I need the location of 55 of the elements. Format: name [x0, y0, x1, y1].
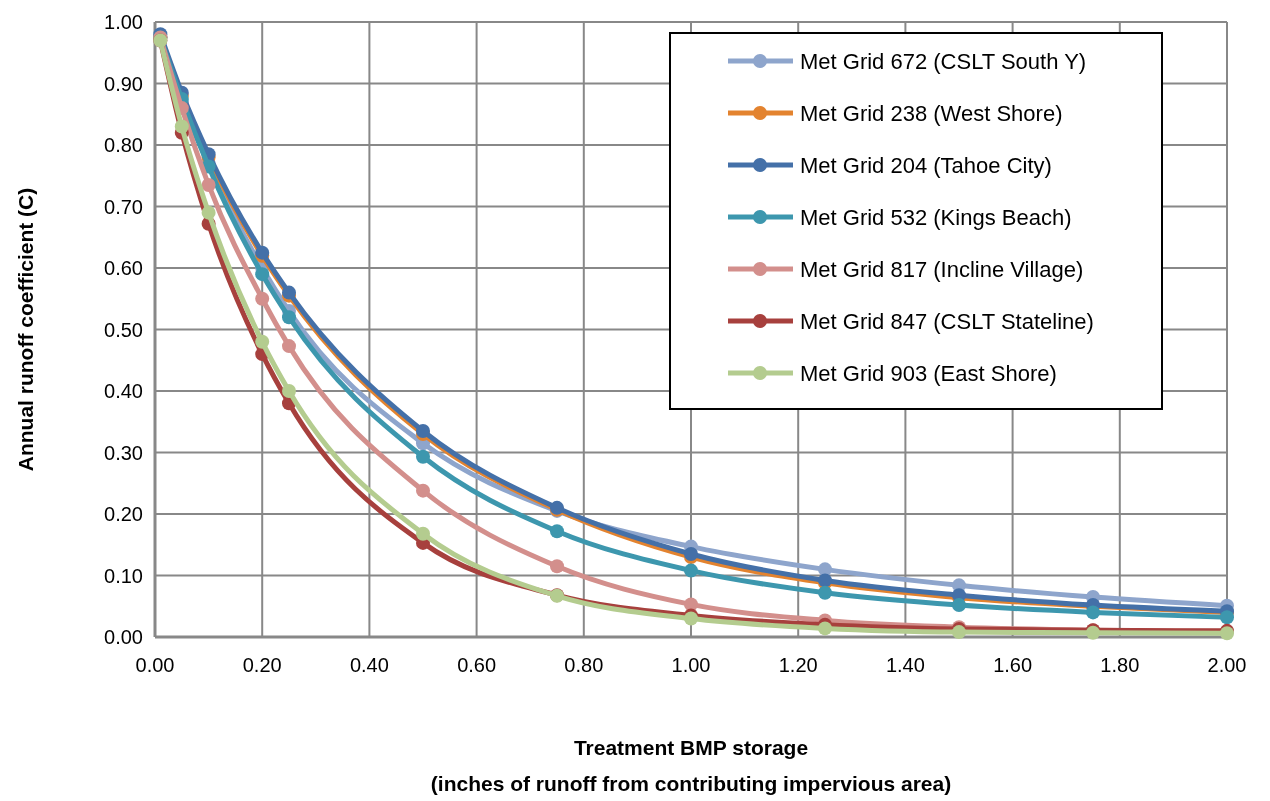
point — [684, 597, 698, 612]
y-tick-label: 0.90 — [104, 72, 143, 95]
y-axis-title: Annual runoff coefficient (C) — [14, 187, 37, 472]
x-tick-label: 0.80 — [564, 654, 604, 676]
point — [201, 177, 216, 192]
y-tick-label: 0.10 — [104, 564, 143, 587]
y-tick-label: 0.50 — [104, 318, 143, 341]
y-tick-label: 0.20 — [104, 503, 143, 525]
y-tick-label: 0.60 — [104, 257, 143, 279]
point — [952, 598, 966, 613]
point — [550, 559, 564, 574]
point — [255, 334, 270, 349]
y-tick-label: 0.80 — [104, 134, 143, 156]
x-tick-label: 1.20 — [778, 654, 818, 676]
y-tick-label: 0.30 — [104, 441, 143, 464]
x-tick-label: 1.40 — [885, 654, 925, 676]
y-tick-label: 1.00 — [104, 11, 143, 33]
point — [818, 585, 832, 600]
point — [416, 526, 430, 541]
x-tick-label: 1.00 — [671, 654, 711, 676]
y-tick-label: 0.40 — [104, 380, 143, 402]
point — [255, 291, 270, 306]
point — [282, 384, 296, 398]
legend-label: Met Grid 672 (CSLT South Y) — [800, 48, 1087, 74]
point — [1086, 605, 1100, 620]
legend-label: Met Grid 817 (Incline Village) — [800, 256, 1084, 282]
point — [282, 310, 296, 325]
point — [684, 546, 698, 561]
legend-label: Met Grid 204 (Tahoe City) — [800, 152, 1052, 178]
point — [416, 449, 430, 464]
point — [416, 423, 430, 438]
point — [1220, 610, 1234, 625]
point — [282, 339, 296, 354]
legend-label: Met Grid 903 (East Shore) — [800, 360, 1057, 386]
y-tick-label: 0.00 — [104, 626, 143, 648]
x-tick-label: 1.60 — [993, 654, 1033, 676]
legend-label: Met Grid 847 (CSLT Stateline) — [800, 308, 1094, 334]
point — [174, 119, 189, 134]
point — [416, 483, 430, 498]
point — [818, 562, 832, 577]
x-tick-label: 0.20 — [242, 654, 282, 676]
point — [201, 205, 216, 220]
point — [550, 524, 564, 539]
x-tick-label: 2.00 — [1207, 654, 1247, 676]
x-tick-label: 0.00 — [135, 654, 175, 676]
point — [684, 563, 698, 578]
y-tick-label: 0.70 — [104, 195, 143, 218]
x-tick-label: 1.80 — [1100, 654, 1140, 676]
legend-label: Met Grid 532 (Kings Beach) — [800, 204, 1072, 230]
x-axis-title: Treatment BMP storage (inches of runoff from contributing impervious area) — [430, 736, 952, 795]
point — [255, 267, 270, 282]
x-tick-label: 0.60 — [457, 654, 497, 676]
point — [818, 621, 832, 636]
legend-label: Met Grid 238 (West Shore) — [800, 100, 1063, 126]
x-tick-label: 0.40 — [349, 654, 389, 676]
